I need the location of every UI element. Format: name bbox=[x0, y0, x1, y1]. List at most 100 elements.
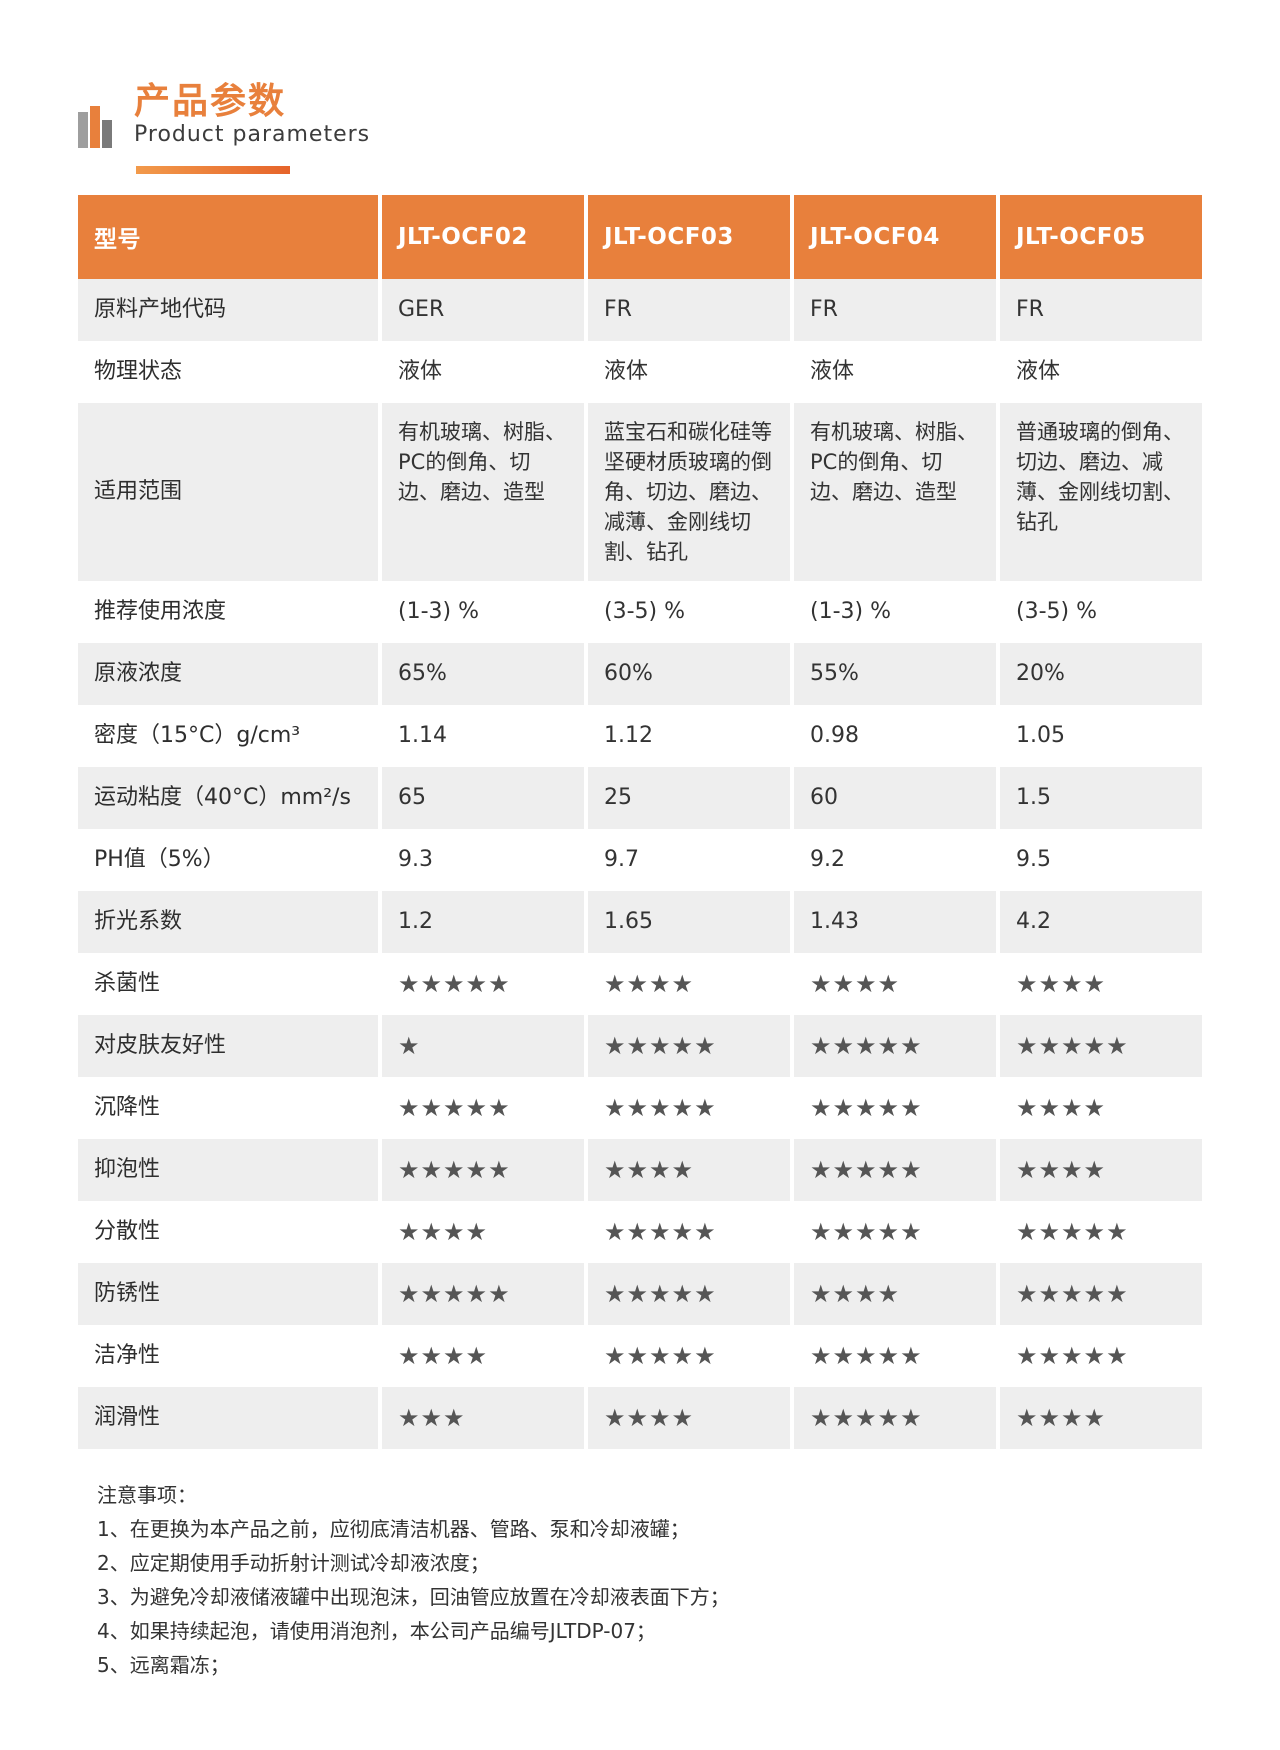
row-label: 润滑性 bbox=[78, 1387, 378, 1449]
cell-value: (3-5) % bbox=[588, 581, 790, 643]
notes-section: 注意事项： 1、在更换为本产品之前，应彻底清洁机器、管路、泵和冷却液罐； 2、应… bbox=[97, 1478, 1197, 1682]
cell-value: (1-3) % bbox=[794, 581, 996, 643]
row-label: 物理状态 bbox=[78, 341, 378, 403]
cell-value: 9.7 bbox=[588, 829, 790, 891]
cell-value: 9.2 bbox=[794, 829, 996, 891]
cell-value: 1.12 bbox=[588, 705, 790, 767]
notes-title: 注意事项： bbox=[97, 1483, 197, 1507]
cell-value: 1.5 bbox=[1000, 767, 1202, 829]
star-rating: ★★★★ bbox=[1000, 1139, 1202, 1201]
star-rating: ★★★★ bbox=[1000, 1077, 1202, 1139]
note-item: 1、在更换为本产品之前，应彻底清洁机器、管路、泵和冷却液罐； bbox=[97, 1517, 690, 1541]
note-item: 2、应定期使用手动折射计测试冷却液浓度； bbox=[97, 1551, 490, 1575]
cell-value: 1.65 bbox=[588, 891, 790, 953]
cell-value: 60% bbox=[588, 643, 790, 705]
row-label: 密度（15°C）g/cm³ bbox=[78, 705, 378, 767]
cell-value: 0.98 bbox=[794, 705, 996, 767]
row-label: 原料产地代码 bbox=[78, 279, 378, 341]
cell-value: 1.2 bbox=[382, 891, 584, 953]
star-rating: ★★★★ bbox=[382, 1325, 584, 1387]
row-label: 适用范围 bbox=[78, 403, 378, 581]
star-rating: ★★★★★ bbox=[588, 1015, 790, 1077]
cell-value: 65 bbox=[382, 767, 584, 829]
cell-value: 液体 bbox=[588, 341, 790, 403]
row-label: 分散性 bbox=[78, 1201, 378, 1263]
table-row: 运动粘度（40°C）mm²/s 65 25 60 1.5 bbox=[78, 767, 1202, 829]
column-header-model: 型号 bbox=[78, 195, 378, 279]
star-rating: ★★★★★ bbox=[382, 953, 584, 1015]
star-rating: ★★★★★ bbox=[588, 1077, 790, 1139]
row-label: PH值（5%） bbox=[78, 829, 378, 891]
column-header: JLT-OCF03 bbox=[588, 195, 790, 279]
table-header-row: 型号 JLT-OCF02 JLT-OCF03 JLT-OCF04 JLT-OCF… bbox=[78, 195, 1202, 279]
cell-value: FR bbox=[588, 279, 790, 341]
star-rating: ★★★★ bbox=[588, 1387, 790, 1449]
column-header: JLT-OCF02 bbox=[382, 195, 584, 279]
note-item: 5、远离霜冻； bbox=[97, 1653, 230, 1677]
star-rating: ★★★★★ bbox=[794, 1201, 996, 1263]
cell-value: 55% bbox=[794, 643, 996, 705]
table-row: 沉降性 ★★★★★ ★★★★★ ★★★★★ ★★★★ bbox=[78, 1077, 1202, 1139]
star-rating: ★★★★★ bbox=[1000, 1015, 1202, 1077]
cell-value: 普通玻璃的倒角、切边、磨边、减薄、金刚线切割、钻孔 bbox=[1000, 403, 1202, 581]
row-label: 抑泡性 bbox=[78, 1139, 378, 1201]
column-header: JLT-OCF04 bbox=[794, 195, 996, 279]
cell-value: 液体 bbox=[794, 341, 996, 403]
table-row: 推荐使用浓度 (1-3) % (3-5) % (1-3) % (3-5) % bbox=[78, 581, 1202, 643]
cell-value: (1-3) % bbox=[382, 581, 584, 643]
cell-value: 60 bbox=[794, 767, 996, 829]
star-rating: ★★★★★ bbox=[794, 1015, 996, 1077]
star-rating: ★★★★★ bbox=[588, 1201, 790, 1263]
star-rating: ★★★★★ bbox=[382, 1263, 584, 1325]
cell-value: 蓝宝石和碳化硅等坚硬材质玻璃的倒角、切边、磨边、减薄、金刚线切割、钻孔 bbox=[588, 403, 790, 581]
cell-value: 9.3 bbox=[382, 829, 584, 891]
cell-value: 25 bbox=[588, 767, 790, 829]
row-label: 杀菌性 bbox=[78, 953, 378, 1015]
star-rating: ★★★★★ bbox=[794, 1139, 996, 1201]
table-row: 防锈性 ★★★★★ ★★★★★ ★★★★ ★★★★★ bbox=[78, 1263, 1202, 1325]
cell-value: 有机玻璃、树脂、PC的倒角、切边、磨边、造型 bbox=[382, 403, 584, 581]
table-row: 分散性 ★★★★ ★★★★★ ★★★★★ ★★★★★ bbox=[78, 1201, 1202, 1263]
table-row: 密度（15°C）g/cm³ 1.14 1.12 0.98 1.05 bbox=[78, 705, 1202, 767]
row-label: 防锈性 bbox=[78, 1263, 378, 1325]
star-rating: ★★★★★ bbox=[1000, 1201, 1202, 1263]
star-rating: ★★★★★ bbox=[794, 1325, 996, 1387]
star-rating: ★★★★★ bbox=[1000, 1325, 1202, 1387]
row-label: 原液浓度 bbox=[78, 643, 378, 705]
table-row: 适用范围 有机玻璃、树脂、PC的倒角、切边、磨边、造型 蓝宝石和碳化硅等坚硬材质玻璃… bbox=[78, 403, 1202, 581]
row-label: 推荐使用浓度 bbox=[78, 581, 378, 643]
table-row: 折光系数 1.2 1.65 1.43 4.2 bbox=[78, 891, 1202, 953]
star-rating: ★★★★★ bbox=[588, 1263, 790, 1325]
table-row: 杀菌性 ★★★★★ ★★★★ ★★★★ ★★★★ bbox=[78, 953, 1202, 1015]
note-item: 3、为避免冷却液储液罐中出现泡沫，回油管应放置在冷却液表面下方； bbox=[97, 1585, 730, 1609]
row-label: 沉降性 bbox=[78, 1077, 378, 1139]
section-header: 产品参数 Product parameters bbox=[78, 70, 478, 180]
cell-value: 20% bbox=[1000, 643, 1202, 705]
table-row: PH值（5%） 9.3 9.7 9.2 9.5 bbox=[78, 829, 1202, 891]
star-rating: ★★★★ bbox=[1000, 953, 1202, 1015]
star-rating: ★★★★★ bbox=[382, 1077, 584, 1139]
cell-value: 液体 bbox=[382, 341, 584, 403]
cell-value: 1.43 bbox=[794, 891, 996, 953]
star-rating: ★★★★ bbox=[794, 953, 996, 1015]
star-rating: ★★★★ bbox=[588, 953, 790, 1015]
table-row: 对皮肤友好性 ★ ★★★★★ ★★★★★ ★★★★★ bbox=[78, 1015, 1202, 1077]
table-row: 原料产地代码 GER FR FR FR bbox=[78, 279, 1202, 341]
star-rating: ★★★★ bbox=[588, 1139, 790, 1201]
table-row: 原液浓度 65% 60% 55% 20% bbox=[78, 643, 1202, 705]
star-rating: ★★★★ bbox=[1000, 1387, 1202, 1449]
bar-chart-logo-icon bbox=[78, 106, 120, 148]
table-row: 润滑性 ★★★ ★★★★ ★★★★★ ★★★★ bbox=[78, 1387, 1202, 1449]
cell-value: 1.05 bbox=[1000, 705, 1202, 767]
star-rating: ★★★★★ bbox=[1000, 1263, 1202, 1325]
product-parameters-table: 型号 JLT-OCF02 JLT-OCF03 JLT-OCF04 JLT-OCF… bbox=[74, 195, 1206, 1449]
star-rating: ★★★★ bbox=[794, 1263, 996, 1325]
cell-value: FR bbox=[794, 279, 996, 341]
star-rating: ★★★★★ bbox=[382, 1139, 584, 1201]
page-title: 产品参数 bbox=[134, 81, 287, 122]
cell-value: (3-5) % bbox=[1000, 581, 1202, 643]
cell-value: 1.14 bbox=[382, 705, 584, 767]
note-item: 4、如果持续起泡，请使用消泡剂，本公司产品编号JLTDP-07； bbox=[97, 1619, 656, 1643]
row-label: 折光系数 bbox=[78, 891, 378, 953]
cell-value: 液体 bbox=[1000, 341, 1202, 403]
